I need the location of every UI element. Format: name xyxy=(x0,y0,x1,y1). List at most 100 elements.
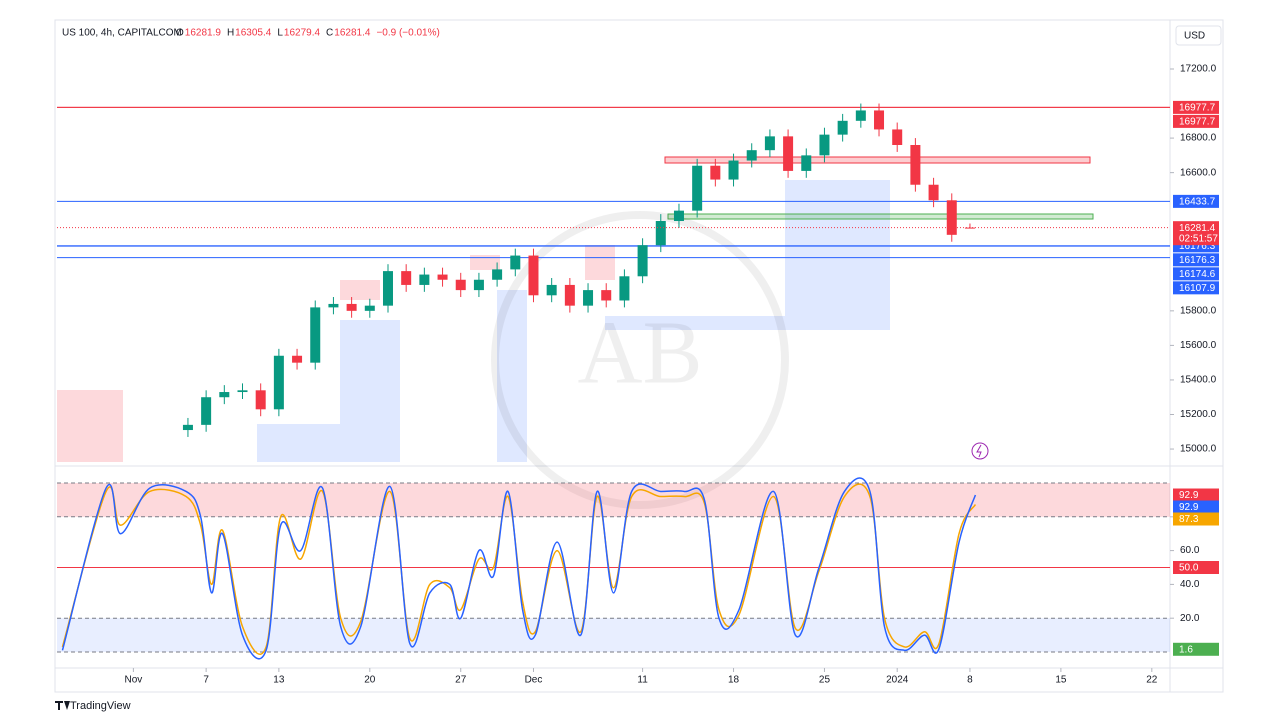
level-label: 16174.6 xyxy=(1179,269,1216,280)
candle-body xyxy=(219,392,230,398)
candle-body xyxy=(764,136,775,151)
currency[interactable]: USD xyxy=(1184,31,1205,42)
value-badge: 1.6 xyxy=(1179,644,1193,655)
candle-body xyxy=(492,269,503,280)
candle-body xyxy=(583,290,594,306)
candle-body xyxy=(601,290,612,301)
brand: TradingView xyxy=(70,700,131,712)
watermark-ring xyxy=(491,211,789,509)
y-tick-label: 16800.0 xyxy=(1180,133,1217,144)
candle-body xyxy=(273,355,284,410)
candle-body xyxy=(783,136,794,171)
candle-body xyxy=(310,307,321,363)
candle-body xyxy=(382,271,393,306)
candle-body xyxy=(528,255,539,296)
x-tick-label: 27 xyxy=(455,675,467,686)
candle-body xyxy=(182,424,193,431)
x-tick-label: 22 xyxy=(1146,675,1158,686)
candle-body xyxy=(455,279,466,291)
value-badge: 50.0 xyxy=(1179,563,1199,574)
zone xyxy=(785,180,890,330)
candle-body xyxy=(928,184,939,201)
ohlc-legend: O 16281.9 H 16305.4 L 16279.4 C 16281.4 −0.9 (−0… xyxy=(176,28,440,39)
value-badge-bg xyxy=(1173,642,1219,656)
y-tick-label: 16600.0 xyxy=(1180,167,1217,178)
candle-body xyxy=(892,129,903,145)
level-label-bg xyxy=(1173,100,1219,114)
value-badge: 92.9 xyxy=(1179,502,1199,513)
candle-body xyxy=(746,150,757,161)
zone xyxy=(257,424,340,462)
candle-body xyxy=(910,144,921,185)
y-tick-label: 15600.0 xyxy=(1180,340,1217,351)
candle-body xyxy=(510,255,521,270)
candle-body xyxy=(855,110,866,121)
x-tick-label: 2024 xyxy=(886,675,909,686)
candle-body xyxy=(837,120,848,135)
candle-body xyxy=(364,305,375,311)
candle-body xyxy=(637,245,648,277)
candle-body xyxy=(437,274,448,280)
value-badge-bg xyxy=(1173,512,1219,526)
y-tick-label: 20.0 xyxy=(1180,613,1200,624)
level-label: 16107.9 xyxy=(1179,283,1216,294)
x-tick-label: 25 xyxy=(819,675,831,686)
y-tick-label: 17200.0 xyxy=(1180,64,1217,75)
symbol: US 100, 4h, CAPITALCOM xyxy=(62,28,182,39)
x-tick-label: Dec xyxy=(525,675,543,686)
candle-body xyxy=(419,274,430,285)
x-tick-label: 13 xyxy=(273,675,285,686)
zone xyxy=(667,213,1094,220)
candle-body xyxy=(292,355,303,363)
candle-body xyxy=(255,390,266,410)
level-label-bg xyxy=(1173,281,1219,295)
countdown: 02:51:57 xyxy=(1179,233,1218,244)
candle-body xyxy=(946,200,957,235)
currency-button[interactable] xyxy=(1175,25,1222,46)
candle-body xyxy=(201,397,212,425)
ohlc-key: L xyxy=(277,28,283,39)
x-tick-label: 11 xyxy=(637,675,648,686)
value-badge-bg xyxy=(1173,561,1219,574)
last-price: 16281.4 xyxy=(1179,223,1216,234)
oscillator-line xyxy=(61,477,977,660)
candle-body xyxy=(673,210,684,222)
candle-body xyxy=(819,134,830,156)
brand-logo xyxy=(55,701,70,710)
x-tick-label: Nov xyxy=(124,675,142,686)
band xyxy=(57,618,1170,652)
ohlc-key: C xyxy=(326,28,333,39)
x-tick-label: 20 xyxy=(364,675,376,686)
level-label: 16176.3 xyxy=(1179,255,1216,266)
ohlc-key: O xyxy=(176,28,184,39)
zone xyxy=(605,316,785,330)
zone xyxy=(470,255,500,270)
frame xyxy=(54,19,1224,693)
candle-body xyxy=(692,165,703,211)
alert-icon xyxy=(971,442,989,460)
candle-body xyxy=(546,284,557,296)
candle-body xyxy=(619,276,630,301)
x-tick-label: 18 xyxy=(728,675,740,686)
value-badge-bg xyxy=(1173,488,1219,502)
last-price-bg xyxy=(1173,221,1219,246)
x-tick-label: 7 xyxy=(203,675,209,686)
watermark: AB xyxy=(577,304,702,403)
value-badge: 92.9 xyxy=(1179,490,1199,501)
x-tick-label: 8 xyxy=(967,675,973,686)
level-label: 16176.3 xyxy=(1179,241,1216,252)
level-label-bg xyxy=(1173,253,1219,267)
ohlc-key: H xyxy=(227,28,234,39)
zone xyxy=(340,280,380,300)
zone xyxy=(57,390,123,462)
y-tick-label: 15400.0 xyxy=(1180,375,1217,386)
change: −0.9 (−0.01%) xyxy=(376,28,439,39)
candle-body xyxy=(728,160,739,180)
y-tick-label: 15000.0 xyxy=(1180,444,1217,455)
candle-body xyxy=(237,390,248,393)
x-tick-label: 15 xyxy=(1055,675,1067,686)
candle-body xyxy=(401,271,412,285)
zone xyxy=(340,320,400,462)
candle-body xyxy=(564,284,575,306)
